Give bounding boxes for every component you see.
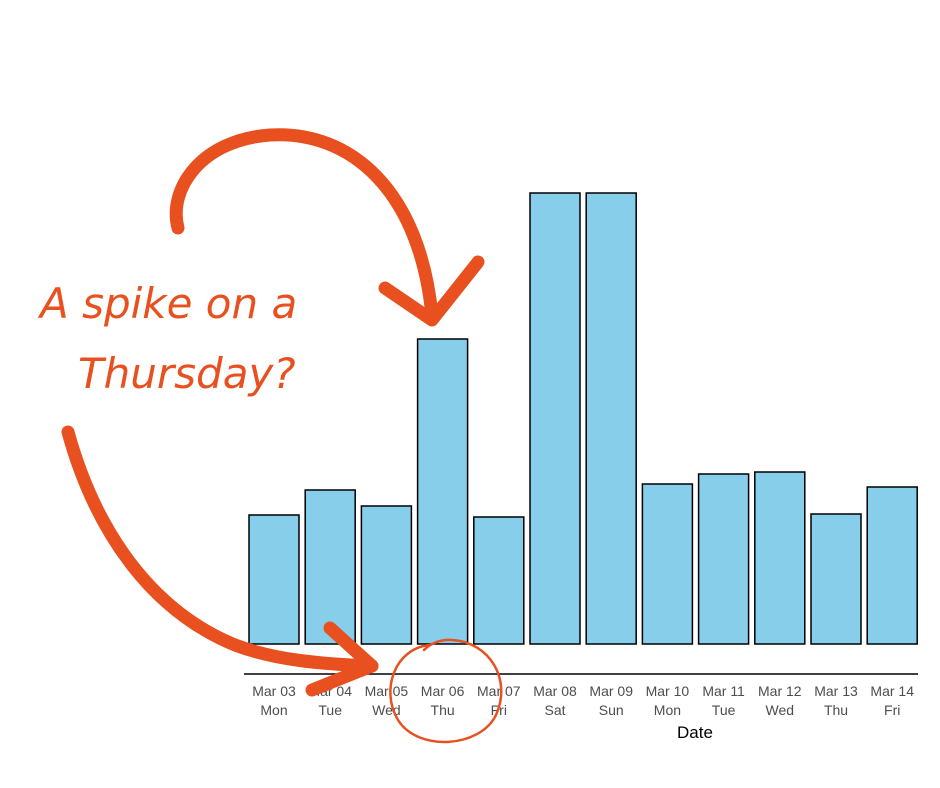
bar-mar-09 xyxy=(585,192,637,645)
annotation-group: A spike on a Thursday? xyxy=(37,128,503,744)
x-axis-title: Date xyxy=(677,723,713,742)
x-tick-weekday: Sat xyxy=(544,702,565,718)
x-tick-date: Mar 11 xyxy=(702,683,745,699)
annotation-arrowhead-bottom xyxy=(305,621,379,697)
bar-mar-07 xyxy=(473,516,525,645)
x-tick-weekday: Wed xyxy=(766,702,795,718)
annotation-circle-highlight xyxy=(389,638,503,744)
bars-group xyxy=(248,192,918,645)
x-tick-date: Mar 13 xyxy=(814,683,858,699)
x-tick-date: Mar 12 xyxy=(758,683,802,699)
x-tick-date: Mar 07 xyxy=(477,683,521,699)
bar-mar-12 xyxy=(754,471,806,645)
x-tick-weekday: Mon xyxy=(654,702,681,718)
x-tick-date: Mar 10 xyxy=(646,683,690,699)
x-tick-weekday: Sun xyxy=(599,702,624,718)
x-tick-date: Mar 14 xyxy=(870,683,914,699)
x-tick-weekday: Thu xyxy=(431,702,455,718)
annotation-arrowhead-top xyxy=(378,255,485,327)
bar-mar-03 xyxy=(248,514,300,645)
annotation-text-line2: Thursday? xyxy=(78,349,296,398)
bar-mar-14 xyxy=(866,486,918,645)
x-tick-date: Mar 06 xyxy=(421,683,465,699)
bar-mar-04 xyxy=(304,489,356,645)
annotation-arrow-bottom xyxy=(61,425,379,673)
bar-mar-11 xyxy=(697,473,750,645)
x-tick-weekday: Thu xyxy=(824,702,848,718)
x-tick-weekday: Fri xyxy=(884,702,900,718)
x-tick-date: Mar 03 xyxy=(252,683,296,699)
x-tick-date: Mar 09 xyxy=(589,683,633,699)
x-tick-weekday: Mon xyxy=(260,702,287,718)
x-tick-date: Mar 05 xyxy=(365,683,409,699)
annotation-arrow-top xyxy=(169,128,439,323)
bar-mar-13 xyxy=(810,513,862,645)
x-tick-weekday: Tue xyxy=(318,702,342,718)
bar-mar-08 xyxy=(529,192,581,645)
x-tick-weekday: Tue xyxy=(712,702,736,718)
bar-mar-05 xyxy=(360,505,413,645)
bar-mar-10 xyxy=(641,483,694,645)
bar-mar-06 xyxy=(416,338,469,645)
annotation-text-line1: A spike on a xyxy=(37,279,297,328)
x-tick-date: Mar 08 xyxy=(533,683,577,699)
